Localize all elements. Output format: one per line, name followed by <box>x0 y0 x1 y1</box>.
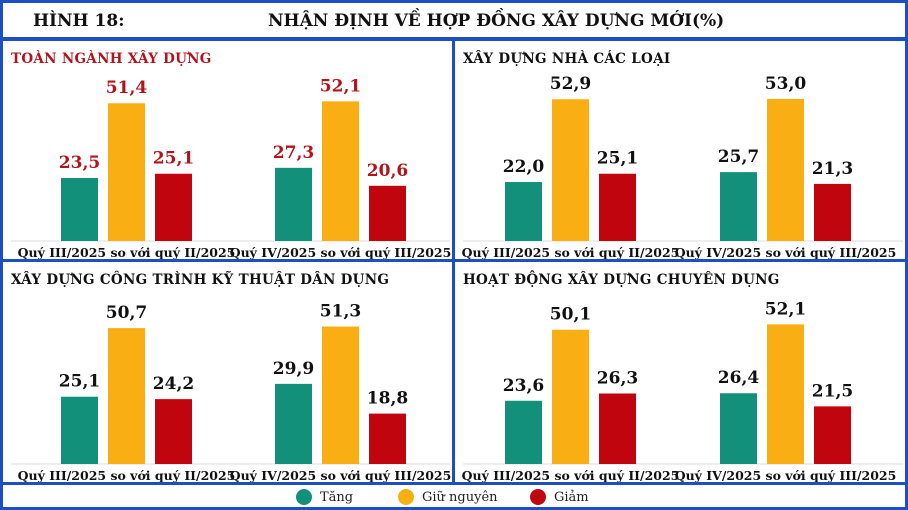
bar-giu-nguyen <box>108 103 145 241</box>
bar-giu-nguyen <box>552 99 589 241</box>
data-label: 51,3 <box>320 302 361 322</box>
category-label: Quý IV/2025 so với quý III/2025 <box>230 245 452 260</box>
panel-title: XÂY DỰNG CÔNG TRÌNH KỸ THUẬT DÂN DỤNG <box>11 272 390 288</box>
data-label: 21,5 <box>812 381 853 401</box>
bar-giam <box>155 399 192 464</box>
data-label: 26,4 <box>718 368 760 388</box>
data-label: 25,1 <box>597 149 638 169</box>
data-label: 23,5 <box>59 153 100 173</box>
data-label: 18,8 <box>367 389 408 409</box>
bar-giu-nguyen <box>767 98 804 242</box>
data-label: 52,9 <box>550 74 591 94</box>
bar-tang <box>275 167 312 241</box>
data-label: 52,1 <box>320 76 361 96</box>
bar-giu-nguyen <box>552 329 589 464</box>
data-label: 27,3 <box>273 143 314 163</box>
data-label: 51,4 <box>106 78 148 98</box>
legend-swatch <box>296 489 312 505</box>
bar-tang <box>720 172 757 241</box>
legend-swatch <box>530 489 546 505</box>
legend-label: Tăng <box>320 489 354 505</box>
panel-title: HOẠT ĐỘNG XÂY DỰNG CHUYÊN DỤNG <box>463 272 780 288</box>
data-label: 22,0 <box>503 157 545 177</box>
data-label: 20,6 <box>367 161 408 181</box>
data-label: 29,9 <box>273 359 314 379</box>
legend-label: Giữ nguyên <box>422 489 498 505</box>
bar-tang <box>720 393 757 464</box>
bar-chart: 23,6 50,1 26,3 Quý III/2025 so với quý II/2… <box>462 299 903 483</box>
bar-giam <box>814 183 851 241</box>
bar-tang <box>61 396 98 464</box>
bar-chart: 22,0 52,9 25,1 Quý III/2025 so với quý II/2… <box>462 74 903 260</box>
data-label: 23,6 <box>503 376 544 396</box>
data-label: 24,2 <box>153 374 194 394</box>
bar-giu-nguyen <box>322 101 359 241</box>
data-label: 53,0 <box>765 74 807 94</box>
panel-toan-nganh: 23,5 51,4 25,1 Quý III/2025 so với quý II/2… <box>0 38 455 262</box>
category-label: Quý IV/2025 so với quý III/2025 <box>675 468 897 483</box>
bar-giu-nguyen <box>108 328 145 464</box>
panel-title: XÂY DỰNG NHÀ CÁC LOẠI <box>463 51 671 67</box>
bar-giam <box>599 173 636 241</box>
category-label: Quý III/2025 so với quý II/2025 <box>18 468 236 483</box>
bar-giu-nguyen <box>322 326 359 464</box>
bar-giu-nguyen <box>767 324 804 464</box>
panel-nha-cac-loai: 22,0 52,9 25,1 Quý III/2025 so với quý II/2… <box>452 38 908 262</box>
panel-ky-thuat-dan-dung: 25,1 50,7 24,2 Quý III/2025 so với quý II/2… <box>0 259 455 485</box>
bar-giam <box>369 413 406 464</box>
bar-chart: 23,5 51,4 25,1 Quý III/2025 so với quý II/2… <box>11 76 452 260</box>
legend-item-tang: Tăng <box>296 489 353 505</box>
category-label: Quý III/2025 so với quý II/2025 <box>462 245 680 260</box>
legend-label: Giảm <box>554 489 589 505</box>
category-label: Quý III/2025 so với quý II/2025 <box>462 468 680 483</box>
category-label: Quý IV/2025 so với quý III/2025 <box>230 468 452 483</box>
legend-swatch <box>398 489 414 505</box>
bar-giam <box>155 173 192 241</box>
bar-tang <box>505 400 542 464</box>
data-label: 25,1 <box>59 372 100 392</box>
legend-item-giam: Giảm <box>530 489 589 505</box>
bar-chart: 25,1 50,7 24,2 Quý III/2025 so với quý II/2… <box>11 302 452 483</box>
bar-giam <box>599 393 636 464</box>
category-label: Quý III/2025 so với quý II/2025 <box>18 245 236 260</box>
bar-giam <box>814 406 851 464</box>
figure-header: HÌNH 18: NHẬN ĐỊNH VỀ HỢP ĐỒNG XÂY DỰNG … <box>0 0 908 40</box>
figure-title: NHẬN ĐỊNH VỀ HỢP ĐỒNG XÂY DỰNG MỚI(%) <box>268 11 725 31</box>
panel-chuyen-dung: 23,6 50,1 26,3 Quý III/2025 so với quý II/2… <box>452 259 908 485</box>
data-label: 50,1 <box>550 305 591 325</box>
data-label: 25,1 <box>153 149 194 169</box>
category-label: Quý IV/2025 so với quý III/2025 <box>675 245 897 260</box>
bar-tang <box>505 182 542 241</box>
panel-title: TOÀN NGÀNH XÂY DỰNG <box>11 51 212 67</box>
legend: Tăng Giữ nguyên Giảm <box>0 482 908 510</box>
bar-tang <box>275 383 312 464</box>
data-label: 52,1 <box>765 299 806 319</box>
data-label: 21,3 <box>812 159 853 179</box>
data-label: 25,7 <box>718 147 759 167</box>
data-label: 26,3 <box>597 369 638 389</box>
bar-tang <box>61 178 98 241</box>
figure-label: HÌNH 18: <box>33 11 125 31</box>
data-label: 50,7 <box>106 303 147 323</box>
bar-giam <box>369 185 406 241</box>
legend-item-giu-nguyen: Giữ nguyên <box>398 489 498 505</box>
